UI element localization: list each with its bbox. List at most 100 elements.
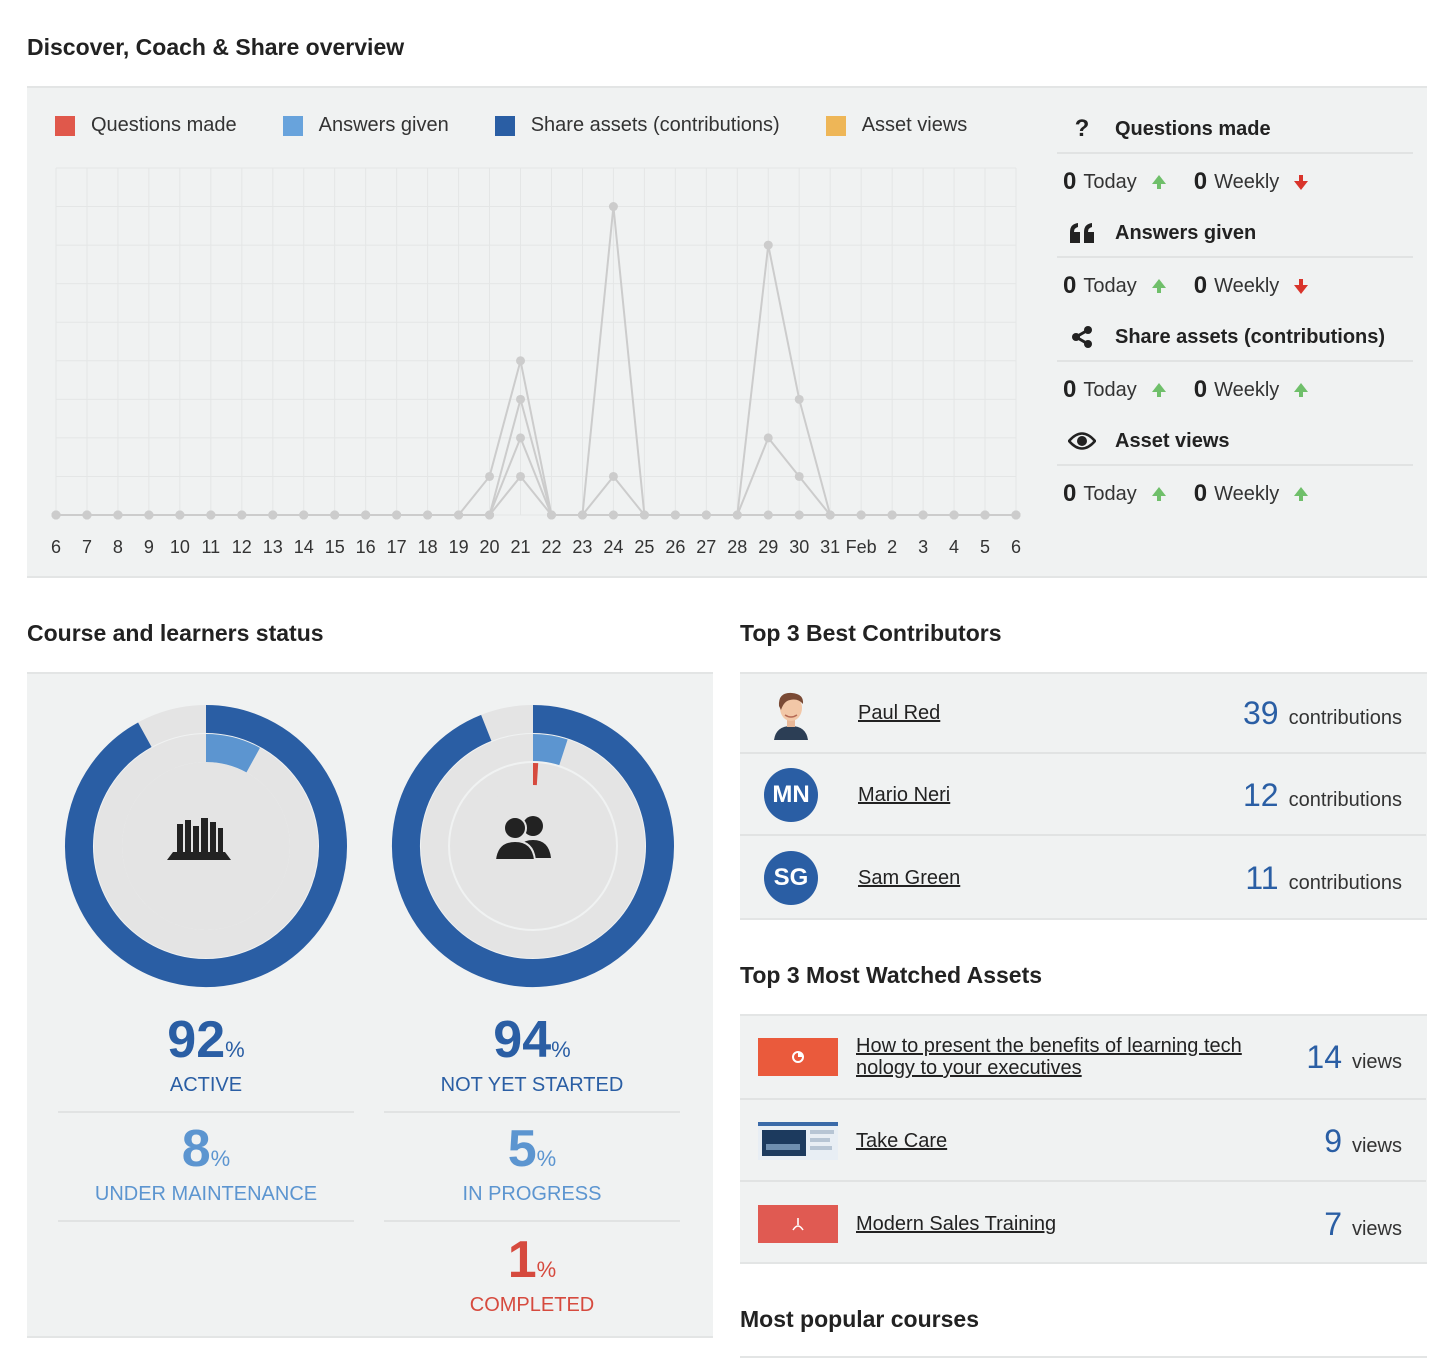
ring-gap (448, 761, 618, 931)
maintenance-label: UNDER MAINTENANCE (94, 1183, 318, 1205)
legend-swatch (825, 115, 846, 136)
stats-sidebar: ? Questions made 0 Today 0 Weekly Answers … (1057, 106, 1413, 522)
courses-stats: 92% ACTIVE 8% UNDER MAINTENANCE (58, 1014, 354, 1222)
stat-values-questions: 0 Today 0 Weekly (1057, 154, 1413, 210)
x-tick-label: 27 (696, 537, 716, 557)
x-tick-label: 6 (51, 537, 61, 557)
x-tick-label: 8 (113, 537, 123, 557)
view-unit: views (1351, 1050, 1402, 1073)
data-point (608, 202, 618, 212)
courses-donut (65, 705, 347, 987)
view-count: 9 (1324, 1122, 1342, 1159)
avatar: MN (764, 768, 818, 822)
stat-row-maintenance: 8% UNDER MAINTENANCE (58, 1113, 354, 1222)
presentation-thumb-icon (758, 1038, 838, 1076)
assets-title: Top 3 Most Watched Assets (740, 962, 1043, 988)
data-point (516, 394, 526, 404)
stat-values-answers: 0 Today 0 Weekly (1057, 258, 1413, 314)
x-tick-label: 4 (949, 537, 959, 557)
legend-label: Answers given (318, 114, 449, 136)
stat-label: Asset views (1115, 429, 1230, 452)
in-progress-value: 5 (507, 1120, 537, 1178)
data-point (794, 394, 804, 404)
trend-up-icon (1151, 174, 1166, 189)
avatar: SG (764, 851, 818, 905)
asset-link[interactable]: How to present the benefits of learning … (856, 1035, 1242, 1057)
x-tick-label: 5 (980, 537, 990, 557)
contributor-link[interactable]: Sam Green (858, 866, 961, 889)
contributor-link[interactable]: Paul Red (858, 701, 941, 724)
data-point (794, 471, 804, 481)
x-tick-label: Feb (846, 537, 877, 557)
stat-row-completed: 1% COMPLETED (384, 1222, 680, 1317)
legend-item-answers[interactable]: Answers given (282, 114, 449, 137)
maintenance-value: 8 (181, 1120, 211, 1178)
data-point (577, 510, 587, 520)
x-tick-label: 18 (418, 537, 438, 557)
data-point (732, 510, 742, 520)
pdf-thumb-icon (758, 1205, 838, 1243)
x-tick-label: 26 (665, 537, 685, 557)
learners-stats: 94% NOT YET STARTED 5% IN PROGRESS 1% CO… (384, 1014, 680, 1317)
percent-sign: % (551, 1037, 571, 1062)
weekly-value: 0 (1193, 376, 1208, 403)
share-icon (1061, 325, 1103, 349)
today-label: Today (1083, 274, 1137, 297)
asset-link-continued[interactable]: nology to your executives (856, 1057, 1082, 1079)
data-point (794, 510, 804, 520)
active-value: 92 (167, 1011, 226, 1069)
contributor-link[interactable]: Mario Neri (858, 783, 951, 806)
x-tick-label: 28 (727, 537, 747, 557)
active-arc (65, 705, 347, 987)
x-tick-label: 24 (603, 537, 623, 557)
learners-donut (392, 705, 674, 987)
contributors-title: Top 3 Best Contributors (740, 620, 1002, 646)
weekly-label: Weekly (1214, 170, 1280, 193)
data-point (918, 510, 928, 520)
today-label: Today (1083, 482, 1137, 505)
data-point (330, 510, 340, 520)
data-point (763, 433, 773, 443)
data-point (516, 433, 526, 443)
legend-item-questions[interactable]: Questions made (55, 114, 237, 137)
x-tick-label: 14 (294, 537, 314, 557)
x-tick-label: 9 (144, 537, 154, 557)
x-tick-label: 11 (201, 537, 220, 557)
data-point (516, 471, 526, 481)
x-tick-label: 6 (1011, 537, 1021, 557)
list-item: Paul Red 39 contributions (740, 674, 1426, 754)
x-tick-label: 21 (511, 537, 531, 557)
today-label: Today (1083, 170, 1137, 193)
x-tick-label: 29 (758, 537, 778, 557)
contribution-count: 11 (1245, 859, 1279, 896)
percent-sign: % (210, 1146, 231, 1171)
legend-item-asset-views[interactable]: Asset views (825, 114, 967, 137)
asset-link[interactable]: Modern Sales Training (856, 1212, 1057, 1235)
weekly-value: 0 (1193, 272, 1208, 299)
data-point (175, 510, 185, 520)
stat-label: Questions made (1115, 117, 1271, 140)
legend-swatch (55, 115, 75, 136)
data-point (608, 471, 618, 481)
data-point (763, 510, 773, 520)
data-point (608, 510, 618, 520)
legend-item-share-assets[interactable]: Share assets (contributions) (494, 114, 780, 137)
active-label: ACTIVE (169, 1074, 243, 1096)
completed-value: 1 (507, 1231, 537, 1289)
data-point (701, 510, 711, 520)
data-point (299, 510, 309, 520)
asset-link[interactable]: Take Care (856, 1129, 948, 1152)
stat-row-not-started: 94% NOT YET STARTED (384, 1014, 680, 1113)
data-point (887, 510, 897, 520)
x-tick-label: 13 (263, 537, 283, 557)
x-tick-label: 12 (232, 537, 252, 557)
chart-legend: Questions made Answers given Share asset… (55, 114, 967, 137)
contribution-unit: contributions (1288, 871, 1402, 894)
in-progress-label: IN PROGRESS (462, 1183, 602, 1205)
in-progress-arc (532, 734, 568, 767)
today-label: Today (1083, 378, 1137, 401)
data-point (144, 510, 154, 520)
legend-swatch (494, 115, 515, 136)
x-tick-label: 15 (325, 537, 345, 557)
today-value: 0 (1063, 168, 1077, 195)
